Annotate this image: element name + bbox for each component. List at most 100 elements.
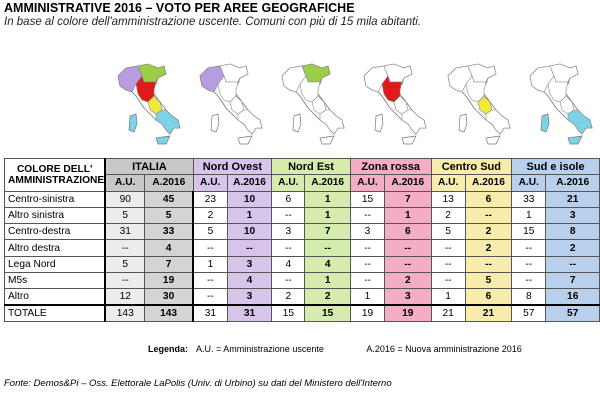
area-header: Sud e isole: [511, 157, 600, 176]
table-cell: 4: [304, 255, 351, 274]
header-label-line1: COLORE DELL': [16, 163, 93, 175]
table-row: M5s -- 19 -- 4 -- 1 -- 2 -- 5 -- 7: [4, 272, 600, 290]
table-cell: 57: [511, 304, 547, 322]
table-cell: 4: [226, 272, 273, 290]
table-cell: 2: [192, 206, 228, 225]
page-title: AMMINISTRATIVE 2016 – VOTO PER AREE GEOG…: [4, 1, 355, 15]
area-header: Nord Est: [271, 157, 351, 176]
table-cell: --: [349, 206, 386, 225]
table-cell: 6: [271, 190, 306, 208]
table-cell: 21: [464, 304, 513, 322]
header-label-line2: AMMINISTRAZIONE: [8, 174, 105, 186]
table-cell: 4: [144, 239, 195, 257]
table-cell: --: [271, 239, 306, 257]
table-cell: 2: [430, 206, 466, 225]
table-cell: 3: [384, 288, 432, 306]
col-header-a2016: A.2016: [144, 174, 194, 192]
table-cell: 3: [349, 223, 386, 241]
table-cell: 33: [511, 190, 547, 208]
table-cell: 21: [430, 304, 466, 322]
col-header-a2016: A.2016: [545, 174, 600, 192]
area-header: ITALIA: [104, 157, 194, 176]
legend-a2016: A.2016 = Nuova amministrazione 2016: [366, 344, 522, 354]
table-cell: 3: [271, 223, 306, 241]
table-cell: 2: [271, 288, 306, 306]
col-header-au: A.U.: [430, 174, 466, 192]
table-row: Centro-destra 31 33 5 10 3 7 3 6 5 2 15 8: [4, 223, 600, 241]
table-cell: --: [192, 239, 228, 257]
area-header: Centro Sud: [430, 157, 513, 176]
table-cell: --: [192, 272, 228, 290]
table-cell: 21: [545, 190, 600, 208]
table-cell: 1: [511, 206, 547, 225]
table-cell: 31: [226, 304, 273, 322]
table-cell: 7: [384, 190, 432, 208]
area-header: Zona rossa: [349, 157, 432, 176]
table-cell: 143: [104, 304, 146, 322]
table-cell: 1: [430, 288, 466, 306]
row-label-header: COLORE DELL' AMMINISTRAZIONE: [4, 158, 107, 192]
table-cell: 2: [545, 239, 600, 257]
table-row: Altro sinistra 5 5 2 1 -- 1 -- 1 2 -- 1 3: [4, 206, 600, 225]
table-row: Lega Nord 5 7 1 3 4 4 -- -- -- -- -- --: [4, 255, 600, 274]
page-subtitle: In base al colore dell'amministrazione u…: [4, 16, 422, 28]
table-cell: 7: [144, 255, 195, 274]
table-cell: 10: [226, 223, 273, 241]
table-cell: 33: [144, 223, 195, 241]
table-row: Centro-sinistra 90 45 23 10 6 1 15 7 13 6 33 21: [4, 190, 600, 208]
italy-map-redzone-icon: [350, 58, 430, 154]
table-cell: 6: [464, 288, 513, 306]
table-cell: --: [271, 206, 306, 225]
table-cell: --: [349, 272, 386, 290]
table-cell: 7: [304, 223, 351, 241]
legend: Legenda: A.U. = Amministrazione uscente …: [148, 344, 522, 354]
table-cell: --: [545, 255, 600, 274]
table-body: Centro-sinistra 90 45 23 10 6 1 15 7 13 6 33 21 Altro…: [4, 190, 600, 322]
table-cell: --: [349, 239, 386, 257]
table-cell: --: [226, 239, 273, 257]
table-cell: --: [104, 272, 146, 290]
italy-map-northwest-icon: [186, 58, 266, 154]
table-cell: 1: [304, 190, 351, 208]
table-cell: --: [384, 255, 432, 274]
row-label: Altro: [4, 288, 106, 306]
table-cell: 19: [349, 304, 386, 322]
source-note: Fonte: Demos&Pi – Oss. Elettorale LaPoli…: [4, 378, 392, 389]
col-header-a2016: A.2016: [226, 174, 273, 192]
table-cell: --: [304, 239, 351, 257]
area-header: Nord Ovest: [192, 157, 273, 176]
col-header-au: A.U.: [271, 174, 306, 192]
results-table: COLORE DELL' AMMINISTRAZIONE ITALIA Nord …: [4, 157, 600, 322]
col-header-a2016: A.2016: [384, 174, 432, 192]
row-label: Centro-sinistra: [4, 190, 106, 208]
col-header-a2016: A.2016: [304, 174, 351, 192]
italy-map-northeast-icon: [268, 58, 348, 154]
table-cell: --: [511, 255, 547, 274]
table-cell: 1: [304, 206, 351, 225]
table-row: Altro destra -- 4 -- -- -- -- -- -- -- 2 -- 2: [4, 239, 600, 257]
table-cell: 7: [545, 272, 600, 290]
area-header-row: COLORE DELL' AMMINISTRAZIONE ITALIA Nord …: [4, 157, 600, 192]
row-label: M5s: [4, 272, 106, 290]
col-header-au: A.U.: [192, 174, 228, 192]
table-cell: 15: [511, 223, 547, 241]
italy-map-full-icon: [104, 58, 184, 154]
table-cell: 1: [304, 272, 351, 290]
table-cell: --: [464, 255, 513, 274]
row-label: Altro sinistra: [4, 206, 106, 225]
legend-label: Legenda:: [148, 344, 189, 354]
table-cell: 5: [464, 272, 513, 290]
table-cell: 5: [104, 206, 146, 225]
table-cell: 1: [226, 206, 273, 225]
table-cell: 6: [464, 190, 513, 208]
table-cell: 3: [226, 288, 273, 306]
table-cell: 23: [192, 190, 228, 208]
table-cell: --: [511, 239, 547, 257]
table-cell: 4: [271, 255, 306, 274]
row-label: Lega Nord: [4, 255, 106, 274]
col-header-au: A.U.: [511, 174, 547, 192]
table-cell: 45: [144, 190, 195, 208]
table-cell: 31: [192, 304, 228, 322]
table-cell: 2: [464, 223, 513, 241]
table-cell: 57: [545, 304, 600, 322]
